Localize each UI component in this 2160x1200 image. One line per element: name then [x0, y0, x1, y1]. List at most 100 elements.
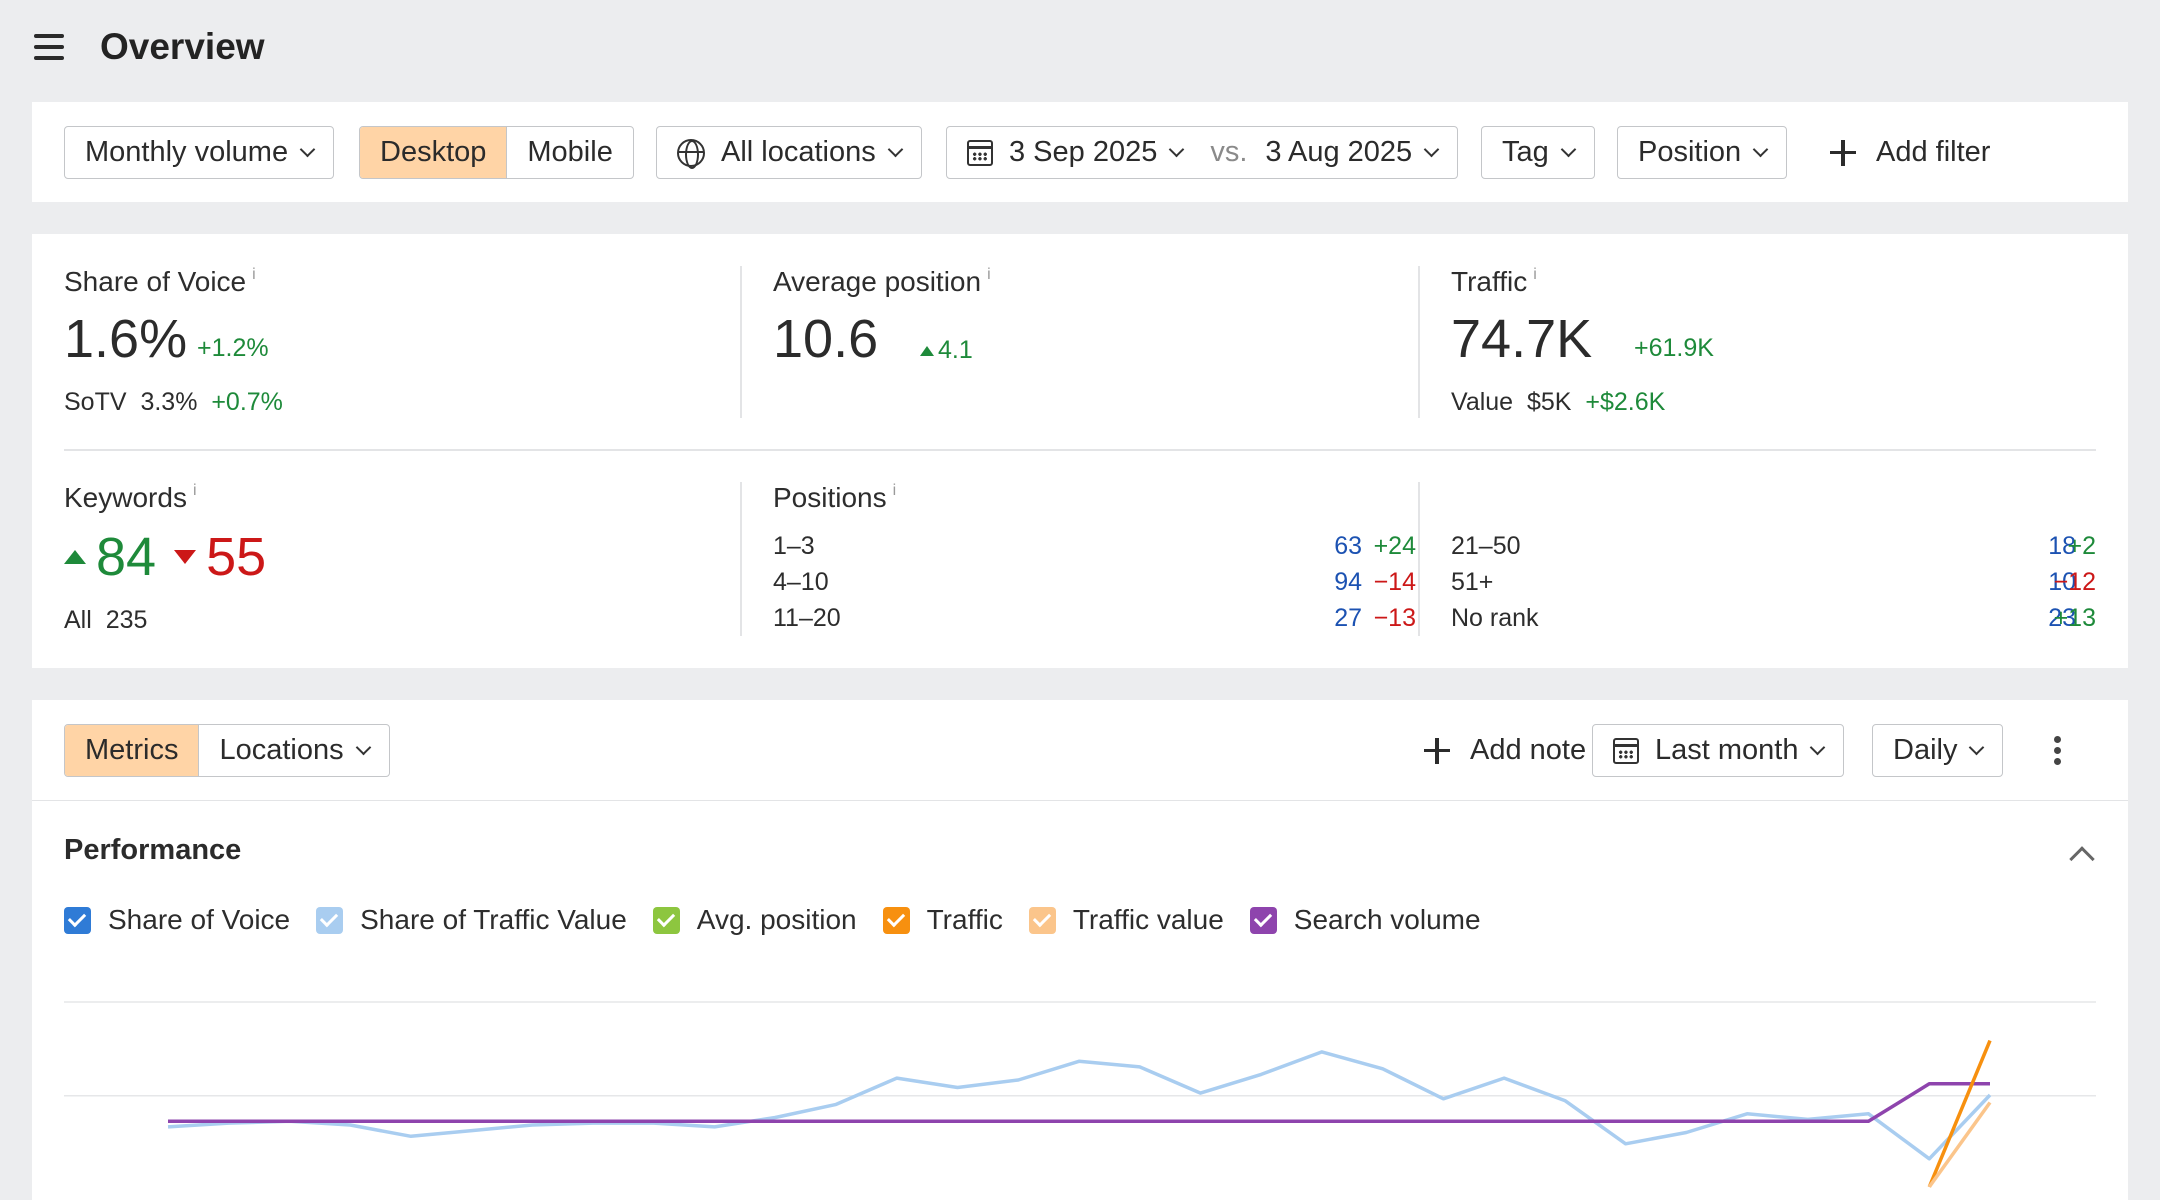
tab-locations[interactable]: Locations	[198, 725, 388, 776]
chevron-down-icon	[299, 141, 316, 158]
series-line	[1927, 1101, 1992, 1188]
info-icon[interactable]: i	[252, 266, 256, 283]
checkbox-icon[interactable]	[64, 906, 91, 934]
position-count: 27	[1334, 604, 1362, 632]
positions-label: Positions i	[773, 482, 897, 513]
device-option-mobile[interactable]: Mobile	[506, 127, 632, 178]
add-note-button[interactable]: Add note	[1424, 724, 1586, 777]
keywords-change: 84 55	[64, 526, 266, 588]
period-dropdown[interactable]: Last month	[1592, 724, 1845, 777]
position-delta: +24	[1373, 532, 1416, 560]
divider	[1418, 482, 1420, 636]
position-delta: −12	[2053, 568, 2096, 596]
checkbox-icon[interactable]	[882, 906, 910, 934]
chevron-down-icon	[1169, 141, 1185, 158]
series-line	[167, 1050, 1992, 1161]
legend-label: Traffic	[926, 904, 1003, 935]
location-dropdown[interactable]: All locations	[656, 126, 922, 179]
globe-icon	[677, 138, 705, 169]
position-delta: −14	[1373, 568, 1416, 596]
device-option-desktop[interactable]: Desktop	[360, 127, 507, 178]
traffic-value: 74.7K	[1451, 309, 1593, 369]
volume-dropdown[interactable]: Monthly volume	[64, 126, 335, 179]
vs-label: vs.	[1210, 136, 1248, 168]
volume-label: Monthly volume	[85, 136, 289, 168]
checkbox-icon[interactable]	[1028, 906, 1056, 934]
calendar-icon	[967, 139, 993, 166]
checkbox-icon[interactable]	[316, 906, 344, 934]
top-bar: Overview	[0, 0, 2160, 96]
plus-icon	[1830, 139, 1856, 166]
section-title: Performance	[64, 834, 242, 866]
traffic-value-row: Value $5K +$2.6K	[1451, 388, 1666, 416]
sov-delta: +1.2%	[197, 334, 269, 362]
legend-item[interactable]: Traffic	[882, 904, 1003, 936]
add-filter-button[interactable]: Add filter	[1830, 126, 1990, 179]
date-from: 3 Sep 2025	[1009, 136, 1158, 168]
position-range: 4–10	[773, 568, 829, 596]
chevron-down-icon	[355, 739, 371, 756]
position-range: 1–3	[773, 532, 815, 560]
plus-icon	[1424, 737, 1450, 764]
legend-item[interactable]: Share of Traffic Value	[316, 904, 627, 936]
chevron-down-icon	[887, 141, 904, 158]
legend-item[interactable]: Avg. position	[652, 904, 857, 936]
checkbox-icon[interactable]	[652, 906, 680, 934]
info-icon[interactable]: i	[987, 266, 991, 283]
legend-label: Share of Voice	[108, 904, 291, 935]
chevron-up-icon[interactable]	[2069, 846, 2095, 872]
avg-position-value: 10.6	[773, 309, 879, 369]
legend-label: Avg. position	[696, 904, 857, 935]
performance-chart	[64, 1001, 2096, 1188]
arrow-up-icon	[920, 345, 934, 356]
position-count: 63	[1334, 532, 1362, 560]
position-label: Position	[1638, 136, 1742, 168]
position-range: 51+	[1451, 568, 1494, 596]
chevron-down-icon	[1969, 739, 1985, 756]
info-icon[interactable]: i	[892, 482, 897, 499]
legend-item[interactable]: Share of Voice	[64, 904, 290, 936]
legend-item[interactable]: Traffic value	[1028, 904, 1224, 936]
divider	[740, 482, 742, 636]
legend-item[interactable]: Search volume	[1249, 904, 1481, 936]
divider	[740, 266, 742, 418]
legend-label: Traffic value	[1072, 904, 1224, 935]
keywords-down: 55	[206, 527, 267, 587]
keywords-up: 84	[96, 527, 157, 587]
position-count: 94	[1334, 568, 1362, 596]
chevron-down-icon	[1560, 141, 1577, 158]
period-label: Last month	[1655, 734, 1799, 766]
tag-dropdown[interactable]: Tag	[1481, 126, 1595, 179]
sov-value: 1.6%	[64, 309, 188, 369]
chart-legend: Share of Voice Share of Traffic Value Avg.…	[64, 904, 1507, 936]
avg-position-delta: 4.1	[920, 336, 973, 365]
checkbox-icon[interactable]	[1249, 906, 1277, 934]
device-toggle: Desktop Mobile	[359, 126, 634, 179]
legend-label: Search volume	[1293, 904, 1481, 935]
traffic-delta: +61.9K	[1634, 334, 1714, 362]
info-icon[interactable]: i	[1533, 266, 1537, 283]
interval-dropdown[interactable]: Daily	[1872, 724, 2004, 777]
info-icon[interactable]: i	[192, 482, 197, 499]
date-to: 3 Aug 2025	[1265, 136, 1413, 168]
position-range: No rank	[1451, 604, 1539, 632]
series-line	[168, 1082, 1990, 1124]
position-dropdown[interactable]: Position	[1617, 126, 1788, 179]
position-range: 21–50	[1451, 532, 1521, 560]
tab-locations-label: Locations	[219, 734, 344, 766]
interval-label: Daily	[1893, 734, 1958, 766]
menu-icon[interactable]	[34, 34, 64, 62]
chevron-down-icon	[1423, 141, 1440, 158]
date-compare-dropdown[interactable]: 3 Sep 2025 vs. 3 Aug 2025	[946, 126, 1459, 179]
sov-label: Share of Voice i	[64, 266, 256, 297]
location-label: All locations	[721, 136, 876, 168]
more-options-icon[interactable]	[2054, 736, 2062, 766]
position-delta: +13	[2053, 604, 2096, 632]
chevron-down-icon	[1810, 739, 1826, 756]
traffic-label: Traffic i	[1451, 266, 1537, 297]
arrow-up-icon	[64, 550, 86, 564]
arrow-down-icon	[174, 550, 197, 564]
tab-metrics[interactable]: Metrics	[65, 725, 199, 776]
page-title: Overview	[100, 26, 265, 67]
